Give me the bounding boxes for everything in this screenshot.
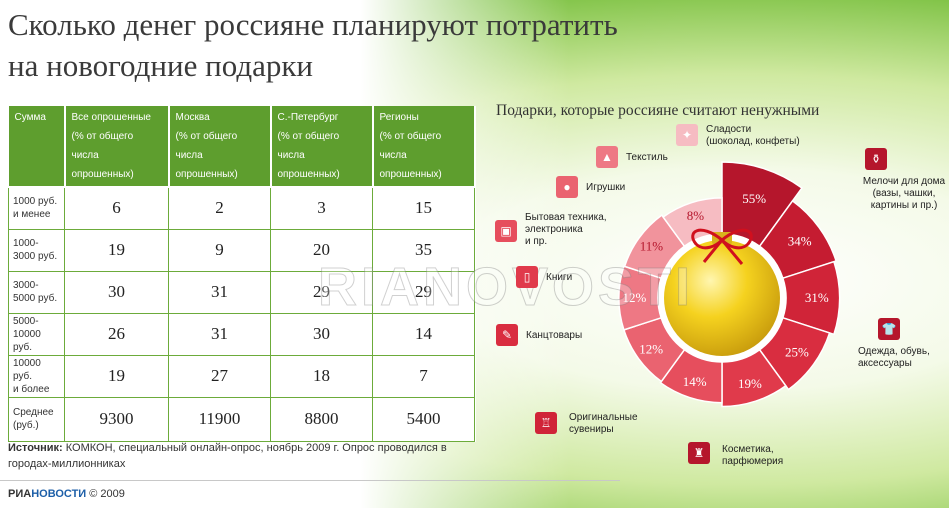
data-label: 14% [683,374,707,389]
table-cell: 30 [270,312,373,356]
table-cell: 31 [168,312,271,356]
watermark: RIANOVOSTI [317,257,695,318]
table-cell: 29 [270,270,373,314]
table-cell: 11900 [168,396,271,442]
table-cell: 15 [372,186,475,230]
data-label: 25% [785,344,809,359]
table-header: Сумма [8,106,66,188]
table-cell: 19 [64,354,169,398]
row-label: 1000- 3000 руб. [8,228,65,272]
data-label: 8% [687,208,705,223]
table-cell: 3 [270,186,373,230]
table-row: 1000- 3000 руб. 19 9 20 35 [8,228,475,272]
page-title: Сколько денег россияне планируют потрати… [8,4,618,86]
row-label: Среднее (руб.) [8,396,65,442]
category-label: ▣ Бытовая техника, электроника и пр. [495,212,615,248]
table-header-row: Сумма Все опрошенные (% от общего числа оп… [8,106,476,188]
table-cell: 8800 [270,396,373,442]
data-label: 55% [742,191,766,206]
category-label: ♖ Оригинальные сувениры [535,412,645,436]
vase-icon: ⚱ [865,148,887,170]
table-cell: 7 [372,354,475,398]
row-label: 1000 руб. и менее [8,186,65,230]
table-header: С.-Петербург (% от общего числа опрошенных… [270,106,374,188]
title-line-2: на новогодние подарки [8,48,314,83]
perfume-icon: ♜ [688,442,710,464]
ball-icon: ● [556,176,578,198]
chart-title: Подарки, которые россияне считают ненужн… [496,102,820,119]
table-cell: 30 [64,270,169,314]
title-line-1: Сколько денег россияне планируют потрати… [8,7,618,42]
ria-novosti-logo: РИАНОВОСТИ © 2009 [8,488,125,500]
category-label: ● Игрушки [556,176,646,198]
table-header: Москва (% от общего числа опрошенных) [168,106,272,188]
table-row-average: Среднее (руб.) 9300 11900 8800 5400 [8,396,475,442]
category-label: ⚱ Мелочи для дома (вазы, чашки, картины и … [860,148,948,212]
category-label: ✎ Канцтовары [496,324,586,346]
candy-icon: ✦ [676,124,698,146]
ornament-ribbon [702,239,744,265]
table-cell: 26 [64,312,169,356]
table-cell: 31 [168,270,271,314]
book-icon: ▯ [516,266,538,288]
category-label: ▯ Книги [516,266,586,288]
copyright: © 2009 [86,488,125,500]
table-cell: 27 [168,354,271,398]
table-cell: 9 [168,228,271,272]
textile-icon: ▲ [596,146,618,168]
table-row: 3000- 5000 руб. 30 31 29 29 [8,270,475,314]
category-label: ✦ Сладости (шоколад, конфеты) [676,124,806,148]
data-label: 19% [738,376,762,391]
ornament-ball [664,240,780,356]
table-row: 1000 руб. и менее 6 2 3 15 [8,186,475,230]
spending-table: Сумма Все опрошенные (% от общего числа оп… [8,106,476,442]
data-label: 34% [788,234,812,249]
table-cell: 14 [372,312,475,356]
table-header: Регионы (% от общего числа опрошенных) [372,106,476,188]
data-label: 11% [640,239,664,254]
table-header: Все опрошенные (% от общего числа опрошенн… [64,106,170,188]
gift-icon: ♖ [535,412,557,434]
data-label: 12% [622,290,646,305]
table-cell: 29 [372,270,475,314]
source-note: Источник: КОМКОН, специальный онлайн-опр… [8,442,447,470]
table-cell: 20 [270,228,373,272]
data-label: 12% [639,341,663,356]
table-row: 5000- 10000 руб. 26 31 30 14 [8,312,475,356]
row-label: 3000- 5000 руб. [8,270,65,314]
footer-divider [0,480,620,481]
category-label: 👕 Одежда, обувь, аксессуары [858,318,948,370]
shirt-icon: 👕 [878,318,900,340]
pen-icon: ✎ [496,324,518,346]
data-label: 31% [805,290,829,305]
appliance-icon: ▣ [495,220,517,242]
category-label: ♜ Косметика, парфюмерия [688,440,788,468]
category-label: ▲ Текстиль [596,146,686,168]
table-cell: 5400 [372,396,475,442]
row-label: 5000- 10000 руб. [8,312,65,356]
